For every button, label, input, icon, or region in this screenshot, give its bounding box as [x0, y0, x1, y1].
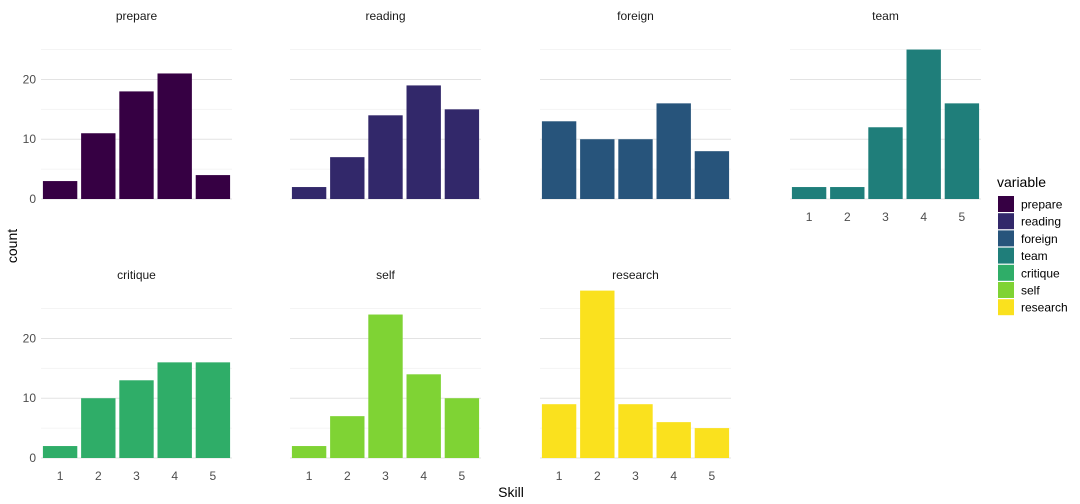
- facet-panel-prepare: prepare 0 10 20: [23, 9, 232, 206]
- y-tick-label: 0: [29, 192, 36, 206]
- bar-reading-5: [444, 109, 480, 199]
- legend-key-team: [998, 247, 1014, 264]
- bar-reading-2: [330, 157, 365, 199]
- bar-critique-4: [157, 362, 192, 458]
- facet-title: foreign: [617, 9, 654, 23]
- legend-key-critique: [998, 264, 1014, 281]
- facet-title: team: [872, 9, 899, 23]
- x-tick-label: 2: [344, 469, 351, 483]
- bar-critique-1: [42, 446, 78, 458]
- x-tick-label: 1: [306, 469, 313, 483]
- x-tick-label: 3: [882, 210, 889, 224]
- bar-self-1: [291, 446, 327, 458]
- bar-reading-3: [368, 115, 403, 199]
- facet-title: critique: [117, 268, 156, 282]
- bar-prepare-3: [119, 91, 154, 199]
- legend-key-foreign: [998, 230, 1014, 247]
- legend-label: foreign: [1021, 232, 1058, 246]
- x-tick-label: 2: [844, 210, 851, 224]
- bar-foreign-2: [580, 139, 615, 199]
- x-tick-label: 5: [959, 210, 966, 224]
- facet-panel-reading: reading: [290, 9, 481, 200]
- bar-foreign-4: [656, 103, 691, 199]
- x-tick-label: 3: [382, 469, 389, 483]
- bar-team-1: [791, 187, 827, 199]
- facet-panel-research: research 1 2 3 4 5: [540, 268, 731, 483]
- legend-key-self: [998, 282, 1014, 298]
- bar-self-3: [368, 314, 403, 458]
- legend: prepare reading foreign team critique self res…: [998, 196, 1068, 316]
- bar-research-2: [580, 290, 615, 458]
- y-axis-title: count: [4, 229, 20, 263]
- bar-reading-4: [406, 85, 441, 199]
- facet-title: self: [376, 268, 395, 282]
- bar-prepare-4: [157, 73, 192, 199]
- legend-label: research: [1021, 301, 1068, 315]
- bar-research-3: [618, 404, 653, 458]
- bar-critique-3: [119, 380, 154, 458]
- facet-title: reading: [365, 9, 405, 23]
- x-tick-label: 1: [556, 469, 563, 483]
- bar-critique-2: [81, 398, 116, 458]
- facet-panel-team: team 1 2 3 4 5: [790, 9, 981, 224]
- bar-research-4: [656, 422, 691, 458]
- bar-reading-1: [291, 187, 327, 199]
- x-tick-label: 4: [171, 469, 178, 483]
- bar-critique-5: [195, 362, 231, 458]
- bar-foreign-5: [694, 151, 730, 199]
- x-tick-label: 2: [95, 469, 102, 483]
- bar-team-3: [868, 127, 903, 199]
- bar-prepare-5: [195, 175, 231, 199]
- bar-team-4: [906, 49, 941, 200]
- y-tick-label: 20: [23, 72, 37, 86]
- y-tick-label: 10: [23, 132, 37, 146]
- facet-title: prepare: [116, 9, 158, 23]
- legend-label: reading: [1021, 215, 1061, 229]
- x-tick-label: 1: [806, 210, 813, 224]
- legend-label: critique: [1021, 266, 1060, 280]
- x-tick-label: 3: [133, 469, 140, 483]
- bar-team-5: [944, 103, 980, 199]
- x-axis-title: Skill: [498, 484, 524, 500]
- legend-key-research: [998, 299, 1014, 316]
- legend-label: team: [1021, 249, 1048, 263]
- bar-research-5: [694, 428, 730, 458]
- y-tick-label: 20: [23, 331, 37, 345]
- y-tick-label: 0: [29, 451, 36, 465]
- bar-self-4: [406, 374, 441, 458]
- bar-self-5: [444, 398, 480, 458]
- facet-panel-self: self 1 2 3 4 5: [290, 268, 481, 483]
- x-tick-label: 4: [670, 469, 677, 483]
- x-tick-label: 4: [420, 469, 427, 483]
- y-tick-label: 10: [23, 391, 37, 405]
- x-tick-label: 1: [57, 469, 64, 483]
- facet-title: research: [612, 268, 659, 282]
- x-tick-label: 3: [632, 469, 639, 483]
- bar-team-2: [830, 187, 865, 199]
- bar-prepare-2: [81, 133, 116, 199]
- legend-label: self: [1021, 284, 1040, 298]
- facet-panel-critique: critique 0 10 20 1 2 3 4 5: [23, 268, 232, 483]
- x-tick-label: 5: [210, 469, 217, 483]
- x-tick-label: 2: [594, 469, 601, 483]
- bar-research-1: [541, 404, 577, 458]
- bar-foreign-3: [618, 139, 653, 199]
- bar-prepare-1: [42, 181, 78, 199]
- legend-key-reading: [998, 213, 1014, 230]
- legend-title: variable: [997, 174, 1046, 190]
- bar-self-2: [330, 416, 365, 458]
- facet-panel-foreign: foreign: [540, 9, 731, 200]
- bar-foreign-1: [541, 121, 577, 199]
- legend-label: prepare: [1021, 198, 1063, 212]
- x-tick-label: 5: [459, 469, 466, 483]
- x-tick-label: 5: [709, 469, 716, 483]
- legend-key-prepare: [998, 196, 1014, 212]
- x-tick-label: 4: [920, 210, 927, 224]
